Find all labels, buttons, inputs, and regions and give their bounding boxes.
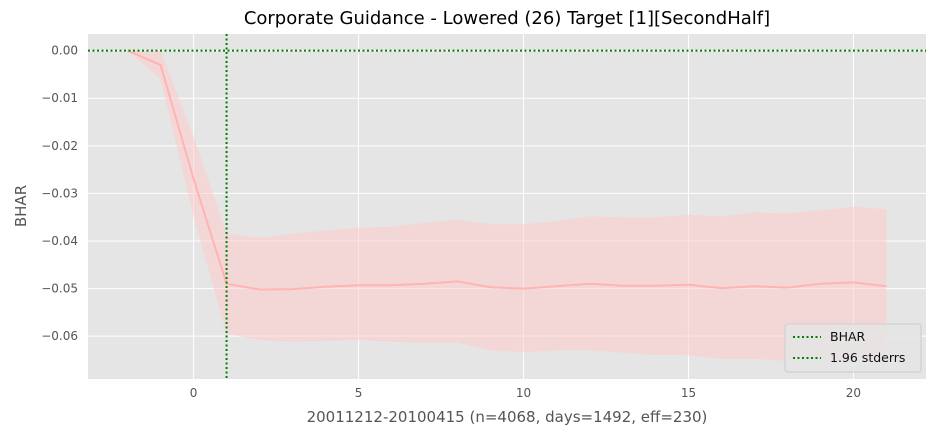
y-tick-label: −0.03 [41, 186, 78, 200]
y-tick-label: −0.02 [41, 139, 78, 153]
x-tick-label: 10 [516, 386, 531, 400]
x-tick-label: 5 [355, 386, 363, 400]
legend-label-stderrs: 1.96 stderrs [830, 350, 905, 365]
y-tick-label: 0.00 [51, 44, 78, 58]
stderr-band [127, 50, 887, 363]
x-tick-labels: 0 5 10 15 20 [190, 386, 861, 400]
y-tick-label: −0.05 [41, 282, 78, 296]
x-tick-label: 0 [190, 386, 198, 400]
y-tick-labels: 0.00 −0.01 −0.02 −0.03 −0.04 −0.05 −0.06 [41, 44, 78, 344]
legend-label-bhar: BHAR [830, 329, 866, 344]
reference-lines [88, 34, 926, 379]
y-tick-label: −0.04 [41, 234, 78, 248]
chart-title: Corporate Guidance - Lowered (26) Target… [244, 8, 770, 29]
y-axis-label: BHAR [12, 185, 30, 227]
x-tick-label: 15 [681, 386, 696, 400]
y-tick-label: −0.01 [41, 91, 78, 105]
legend: BHAR 1.96 stderrs [784, 323, 922, 373]
legend-box [784, 323, 922, 373]
bhar-series-line [127, 49, 887, 291]
y-tick-label: −0.06 [41, 329, 78, 343]
x-tick-label: 20 [846, 386, 861, 400]
x-axis-label: 20011212-20100415 (n=4068, days=1492, ef… [307, 408, 708, 426]
